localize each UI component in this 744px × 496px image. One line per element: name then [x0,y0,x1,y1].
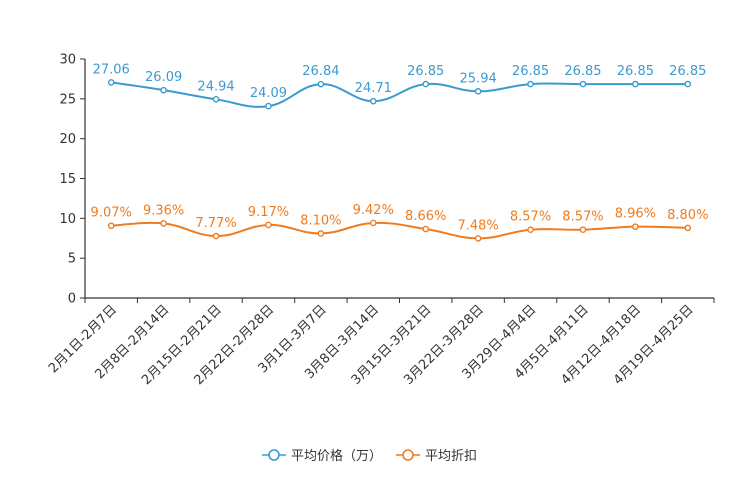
data-label: 8.57% [562,210,603,225]
data-label: 26.85 [407,64,444,79]
data-point [527,80,534,88]
data-label: 9.36% [143,203,184,218]
data-label: 25.94 [460,71,497,86]
data-point [317,80,325,88]
y-tick-label: 15 [59,172,76,187]
data-label: 26.84 [302,64,339,79]
data-point [579,226,587,234]
data-label: 24.71 [355,81,392,96]
data-label: 27.06 [93,62,130,77]
data-point [212,232,220,240]
y-tick-label: 25 [59,92,76,107]
data-label: 26.85 [669,64,706,79]
data-point [579,80,587,88]
data-label: 26.85 [564,64,601,79]
data-label: 9.07% [91,206,132,221]
data-point [422,80,430,88]
data-point [160,220,167,227]
data-label: 7.77% [195,216,236,231]
data-point [369,97,377,105]
data-label: 8.66% [405,209,446,224]
data-label: 26.85 [617,64,654,79]
data-label: 24.09 [250,86,287,101]
y-tick-label: 5 [68,252,76,267]
data-label: 8.80% [667,208,708,223]
data-label: 9.42% [353,203,394,218]
data-point [265,221,272,229]
data-label: 26.85 [512,64,549,79]
data-point [684,224,692,232]
legend-marker-2 [402,449,414,461]
data-point [684,80,692,88]
data-point [632,223,639,230]
data-label: 8.96% [615,207,656,222]
y-tick-label: 30 [59,53,76,68]
series-line-2 [111,221,688,240]
data-point [369,219,377,227]
data-point [474,88,482,95]
data-point [632,80,639,88]
legend-label-1: 平均价格（万） [291,448,382,464]
data-point [212,96,220,103]
data-point [265,102,272,110]
data-label: 26.09 [145,70,182,85]
data-point [160,86,167,94]
legend-label-2: 平均折扣 [425,449,477,464]
data-label: 7.48% [457,218,498,233]
data-label: 8.57% [510,210,551,225]
legend-marker-1 [268,449,280,461]
data-point [107,222,115,230]
y-tick-label: 0 [68,292,76,307]
data-label: 9.17% [248,205,289,220]
data-point [474,235,482,242]
data-point [317,230,325,237]
data-point [107,79,115,86]
data-label: 24.94 [197,79,234,94]
data-point [527,226,534,234]
y-tick-label: 20 [59,132,76,147]
series-line-1 [111,81,688,108]
y-tick-label: 10 [59,212,76,227]
data-label: 8.10% [300,213,341,228]
data-point [422,225,430,233]
